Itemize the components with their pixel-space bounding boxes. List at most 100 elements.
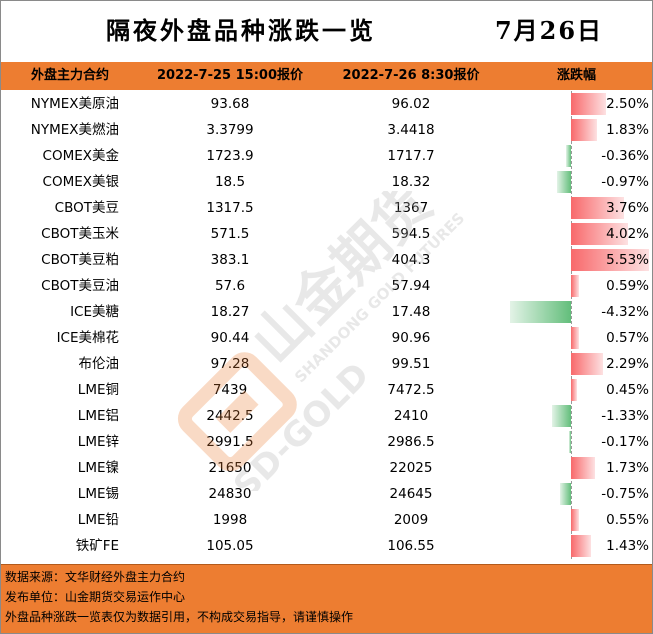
change-bar-negative <box>568 431 571 453</box>
price-2-value: 1717.7 <box>387 148 435 164</box>
change-percent: 0.57% <box>606 330 649 346</box>
contract-name: LME锌 <box>77 434 119 450</box>
table-row: LME锡 24830 24645 -0.75% <box>1 481 652 507</box>
table-row: COMEX美金 1723.9 1717.7 -0.36% <box>1 143 652 169</box>
change-percent: 5.53% <box>606 252 649 268</box>
change-percent: -0.17% <box>601 434 649 450</box>
change-percent: 4.02% <box>606 226 649 242</box>
contract-name: CBOT美豆油 <box>41 278 119 294</box>
price-1-value: 18.27 <box>210 304 250 320</box>
contract-name: LME铜 <box>77 382 119 398</box>
table-row: NYMEX美原油 93.68 96.02 2.50% <box>1 91 652 117</box>
contract-name: NYMEX美燃油 <box>30 122 119 138</box>
price-1-value: 383.1 <box>210 252 250 268</box>
contract-name: LME镍 <box>77 460 119 476</box>
bar-axis-line <box>571 91 572 559</box>
price-2-value: 2410 <box>393 408 429 424</box>
change-bar-positive <box>571 353 604 375</box>
change-bar-negative <box>565 145 571 167</box>
change-bar-positive <box>571 509 579 531</box>
price-2-value: 594.5 <box>391 226 431 242</box>
price-2-value: 90.96 <box>391 330 431 346</box>
change-percent: 0.59% <box>606 278 649 294</box>
contract-name: 铁矿FE <box>75 538 119 554</box>
table-row: LME铅 1998 2009 0.55% <box>1 507 652 533</box>
contract-name: 布伦油 <box>78 356 120 372</box>
footer-publisher: 发布单位：山金期货交易运作中心 <box>5 590 186 604</box>
contract-name: COMEX美金 <box>42 148 119 164</box>
price-1-value: 24830 <box>208 486 252 502</box>
footer: 数据来源：文华财经外盘主力合约 发布单位：山金期货交易运作中心 外盘品种涨跌一览… <box>1 564 652 633</box>
price-1-value: 2442.5 <box>206 408 254 424</box>
change-percent: -0.75% <box>601 486 649 502</box>
price-1-value: 21650 <box>208 460 252 476</box>
price-2-value: 17.48 <box>391 304 431 320</box>
change-percent: 1.83% <box>606 122 649 138</box>
change-percent: -0.36% <box>601 148 649 164</box>
change-bar-negative <box>510 301 571 323</box>
change-bar-positive <box>571 249 649 271</box>
change-bar-positive <box>571 327 580 349</box>
contract-name: LME铅 <box>77 512 119 528</box>
price-2-value: 3.4418 <box>387 122 435 138</box>
change-bar-positive <box>571 379 578 401</box>
footer-disclaimer: 外盘品种涨跌一览表仅为数据引用，不构成交易指导，请谨慎操作 <box>5 610 354 624</box>
table-row: LME铝 2442.5 2410 -1.33% <box>1 403 652 429</box>
header-contract: 外盘主力合约 <box>30 68 109 83</box>
price-1-value: 3.3799 <box>206 122 254 138</box>
title-row: 隔夜外盘品种涨跌一览 7月26日 <box>1 1 652 61</box>
change-percent: 1.43% <box>606 538 649 554</box>
price-2-value: 18.32 <box>391 174 431 190</box>
change-bar-positive <box>571 223 628 245</box>
contract-name: CBOT美玉米 <box>41 226 119 242</box>
price-2-value: 2009 <box>393 512 429 528</box>
contract-name: LME锡 <box>77 486 119 502</box>
page-date: 7月26日 <box>494 16 604 45</box>
price-1-value: 18.5 <box>214 174 246 190</box>
change-bar-negative <box>557 171 571 193</box>
change-percent: 0.45% <box>606 382 649 398</box>
change-bar-negative <box>552 405 571 427</box>
change-percent: 3.76% <box>606 200 649 216</box>
change-percent: -0.97% <box>601 174 649 190</box>
price-1-value: 97.28 <box>210 356 250 372</box>
table-row: NYMEX美燃油 3.3799 3.4418 1.83% <box>1 117 652 143</box>
table-row: 铁矿FE 105.05 106.55 1.43% <box>1 533 652 559</box>
price-2-value: 96.02 <box>391 96 431 112</box>
price-1-value: 571.5 <box>210 226 250 242</box>
table-row: LME锌 2991.5 2986.5 -0.17% <box>1 429 652 455</box>
table-row: CBOT美玉米 571.5 594.5 4.02% <box>1 221 652 247</box>
change-percent: 2.29% <box>606 356 649 372</box>
change-percent: 1.73% <box>606 460 649 476</box>
price-1-value: 93.68 <box>210 96 250 112</box>
change-bar-negative <box>560 483 571 505</box>
change-bar-positive <box>571 275 580 297</box>
contract-name: LME铝 <box>77 408 119 424</box>
price-1-value: 2991.5 <box>206 434 254 450</box>
footer-source: 数据来源：文华财经外盘主力合约 <box>5 570 186 584</box>
price-2-value: 404.3 <box>391 252 431 268</box>
price-1-value: 7439 <box>212 382 248 398</box>
price-2-value: 106.55 <box>387 538 435 554</box>
table-row: ICE美糖 18.27 17.48 -4.32% <box>1 299 652 325</box>
table-row: 布伦油 97.28 99.51 2.29% <box>1 351 652 377</box>
price-1-value: 57.6 <box>214 278 246 294</box>
header-change: 涨跌幅 <box>556 68 596 83</box>
change-percent: -1.33% <box>601 408 649 424</box>
change-percent: -4.32% <box>601 304 649 320</box>
change-bar-positive <box>571 197 625 219</box>
contract-name: COMEX美银 <box>42 174 119 190</box>
header-price-1: 2022-7-25 15:00报价 <box>156 68 303 83</box>
change-bar-positive <box>571 535 592 557</box>
header-price-2: 2022-7-26 8:30报价 <box>342 68 480 83</box>
price-1-value: 1723.9 <box>206 148 254 164</box>
price-2-value: 99.51 <box>391 356 431 372</box>
price-1-value: 1317.5 <box>206 200 254 216</box>
price-1-value: 90.44 <box>210 330 250 346</box>
price-2-value: 7472.5 <box>387 382 435 398</box>
change-bar-positive <box>571 93 607 115</box>
contract-name: CBOT美豆 <box>54 200 119 216</box>
change-percent: 0.55% <box>606 512 649 528</box>
table-row: ICE美棉花 90.44 90.96 0.57% <box>1 325 652 351</box>
